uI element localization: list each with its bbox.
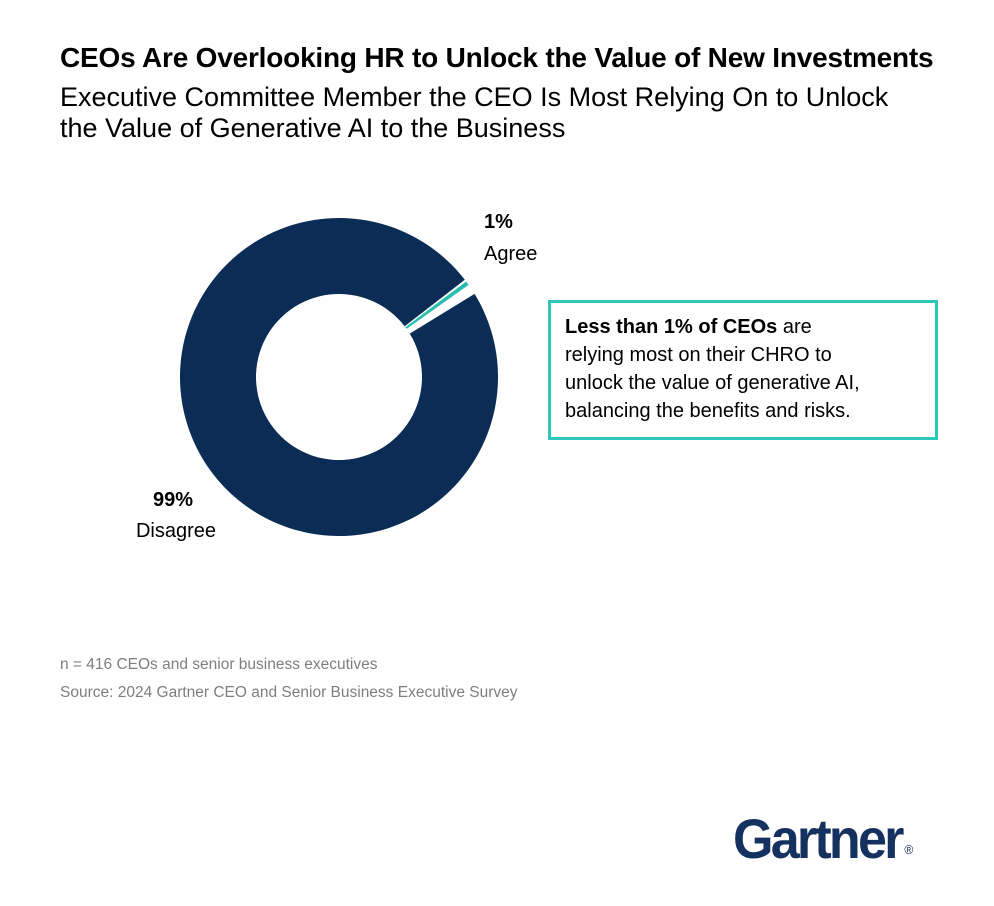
callout-line: unlock the value of generative AI, (565, 372, 860, 394)
callout-text: Less than 1% of CEOs are relying most on … (565, 313, 921, 425)
callout-box: Less than 1% of CEOs are relying most on … (548, 300, 938, 440)
donut-slice-agree (405, 281, 469, 329)
chart-subtitle-line-2: the Value of Generative AI to the Busine… (60, 113, 566, 143)
callout-line: relying most on their CHRO to (565, 344, 832, 366)
disagree-name: Disagree (135, 520, 216, 542)
donut-chart (180, 218, 499, 537)
registered-mark-icon: ® (904, 842, 914, 857)
footnote-sample-size: n = 416 CEOs and senior business executi… (60, 656, 378, 673)
callout-line: balancing the benefits and risks. (565, 400, 851, 422)
slice-label-agree: 1% Agree (484, 206, 537, 270)
gartner-logo-text: Gartner (733, 807, 904, 870)
agree-percent: 1% (484, 211, 513, 233)
chart-subtitle-line-1: Executive Committee Member the CEO Is Mo… (60, 82, 889, 112)
donut-slice-disagree (180, 218, 499, 537)
footnote-source: Source: 2024 Gartner CEO and Senior Busi… (60, 684, 518, 701)
page-title: CEOs Are Overlooking HR to Unlock the Va… (60, 42, 934, 73)
chart-subtitle: Executive Committee Member the CEO Is Mo… (60, 82, 970, 144)
callout-line: Less than 1% of CEOs are (565, 316, 812, 338)
disagree-percent: 99% (152, 489, 193, 511)
gartner-logo: Gartner ® (733, 806, 914, 871)
agree-name: Agree (484, 243, 538, 265)
